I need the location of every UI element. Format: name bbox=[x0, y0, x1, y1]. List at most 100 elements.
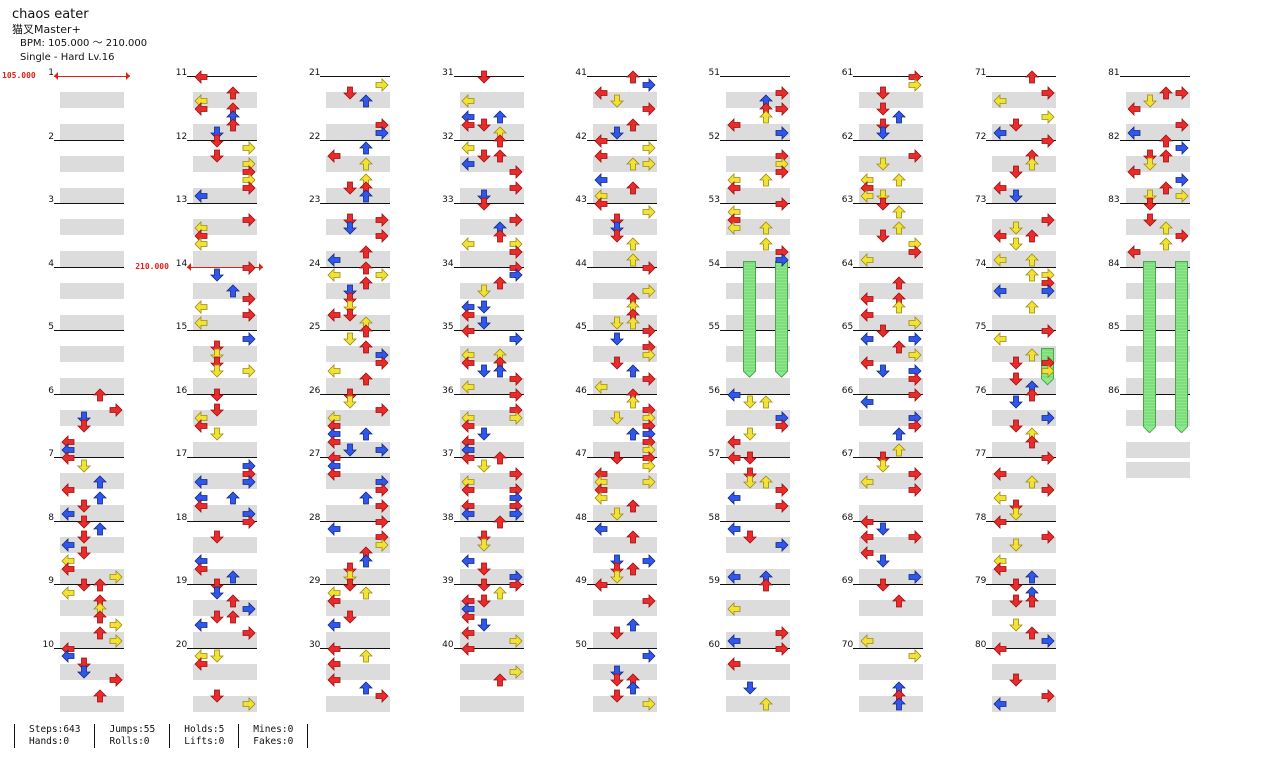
measure-line bbox=[720, 76, 790, 77]
arrow-left-icon bbox=[461, 625, 475, 640]
measure-line bbox=[586, 520, 657, 522]
beat-stripe bbox=[60, 219, 124, 235]
arrow-right-icon bbox=[375, 688, 389, 704]
measure-number: 55 bbox=[708, 322, 720, 332]
beat-stripe bbox=[1125, 187, 1190, 204]
arrow-right-icon bbox=[908, 569, 922, 585]
arrow-right-icon bbox=[642, 140, 656, 156]
arrow-right-icon bbox=[1041, 482, 1055, 497]
arrow-up-icon bbox=[359, 585, 374, 600]
arrow-up-icon bbox=[1025, 387, 1040, 401]
arrow-left-icon bbox=[461, 236, 475, 251]
arrow-right-icon bbox=[109, 672, 123, 688]
measure-line bbox=[986, 393, 1057, 395]
arrow-right-icon bbox=[242, 140, 256, 156]
arrow-right-icon bbox=[509, 387, 523, 402]
beat-stripe bbox=[60, 155, 124, 172]
stats-group-mines: Mines:0 Fakes:0 bbox=[238, 724, 309, 748]
arrow-down-icon bbox=[1142, 148, 1157, 163]
beat-stripe bbox=[193, 251, 258, 267]
beat-stripe bbox=[1125, 92, 1190, 108]
beat-stripe bbox=[859, 251, 924, 267]
measure-number: 26 bbox=[308, 385, 321, 396]
arrow-left-icon bbox=[327, 252, 341, 267]
arrow-up-icon bbox=[492, 109, 507, 124]
arrow-right-icon bbox=[908, 387, 922, 402]
beat-stripe bbox=[60, 441, 124, 458]
measure-number: 20 bbox=[175, 639, 188, 650]
arrow-left-icon bbox=[993, 490, 1007, 505]
arrow-down-icon bbox=[876, 188, 891, 203]
arrow-down-icon bbox=[609, 569, 624, 584]
beat-stripe bbox=[60, 314, 124, 331]
arrow-down-icon bbox=[609, 688, 624, 703]
beat-stripe bbox=[1125, 314, 1190, 331]
arrow-down-icon bbox=[1009, 506, 1024, 521]
rolls-count: Rolls:0 bbox=[109, 736, 150, 747]
arrow-left-icon bbox=[594, 521, 608, 537]
arrow-up-icon bbox=[359, 371, 374, 386]
arrow-right-icon bbox=[642, 156, 656, 172]
arrow-right-icon bbox=[642, 347, 656, 362]
jumps-count: Jumps:55 bbox=[109, 724, 156, 735]
measure-number: 64 bbox=[841, 258, 854, 269]
arrow-up-icon bbox=[359, 244, 374, 259]
measure-line bbox=[720, 203, 790, 204]
arrow-right-icon bbox=[908, 77, 922, 92]
arrow-left-icon bbox=[860, 529, 874, 545]
bpm-marker-tick-left bbox=[54, 72, 58, 80]
arrow-right-icon bbox=[642, 593, 656, 608]
arrow-left-icon bbox=[461, 355, 475, 370]
arrow-right-icon bbox=[1041, 283, 1055, 299]
measure-number: 42 bbox=[575, 131, 587, 142]
arrow-up-icon bbox=[1158, 236, 1173, 251]
beat-stripe bbox=[459, 314, 524, 331]
arrow-left-icon bbox=[993, 228, 1007, 243]
beat-stripe bbox=[459, 473, 524, 489]
beat-stripe bbox=[60, 536, 124, 553]
arrow-down-icon bbox=[77, 410, 91, 425]
beat-stripe bbox=[459, 378, 524, 394]
beat-stripe bbox=[992, 663, 1057, 680]
arrow-up-icon bbox=[93, 521, 107, 536]
arrow-down-icon bbox=[876, 196, 891, 211]
measure-line bbox=[853, 520, 924, 522]
arrow-right-icon bbox=[109, 402, 123, 418]
arrow-down-icon bbox=[343, 180, 358, 195]
arrow-down-icon bbox=[77, 577, 91, 592]
beat-stripe bbox=[1125, 251, 1190, 267]
arrow-down-icon bbox=[476, 299, 491, 314]
arrow-left-icon bbox=[461, 482, 475, 497]
arrow-right-icon bbox=[242, 625, 256, 640]
arrow-up-icon bbox=[226, 593, 241, 608]
arrow-down-icon bbox=[210, 609, 225, 624]
arrow-up-icon bbox=[892, 220, 907, 235]
arrow-down-icon bbox=[77, 458, 91, 473]
arrow-right-icon bbox=[908, 418, 922, 434]
beat-stripe bbox=[859, 568, 924, 585]
arrow-right-icon bbox=[775, 537, 789, 553]
measure-line bbox=[853, 584, 924, 585]
measure-line bbox=[853, 457, 924, 458]
arrow-up-icon bbox=[359, 323, 374, 338]
arrow-up-icon bbox=[359, 648, 374, 663]
beat-stripe bbox=[60, 251, 124, 267]
arrow-right-icon bbox=[375, 212, 389, 227]
arrow-right-icon bbox=[509, 331, 523, 346]
measure-number: 85 bbox=[1108, 322, 1120, 332]
arrow-up-icon bbox=[892, 442, 907, 457]
arrow-left-icon bbox=[727, 434, 741, 450]
stats-footer: Steps:643 Hands:0 Jumps:55 Rolls:0 Holds… bbox=[14, 724, 309, 748]
arrow-up-icon bbox=[1158, 133, 1173, 147]
measure-number: 18 bbox=[175, 512, 188, 523]
hold-note bbox=[743, 260, 756, 378]
arrow-right-icon bbox=[509, 164, 523, 180]
beat-stripe bbox=[193, 187, 258, 204]
measure-line bbox=[320, 203, 391, 204]
arrow-left-icon bbox=[327, 363, 341, 378]
measure-number: 66 bbox=[841, 385, 854, 396]
arrow-down-icon bbox=[1009, 117, 1024, 132]
beat-stripe bbox=[726, 536, 790, 553]
measure-number: 70 bbox=[841, 639, 854, 650]
beat-stripe bbox=[859, 695, 924, 712]
